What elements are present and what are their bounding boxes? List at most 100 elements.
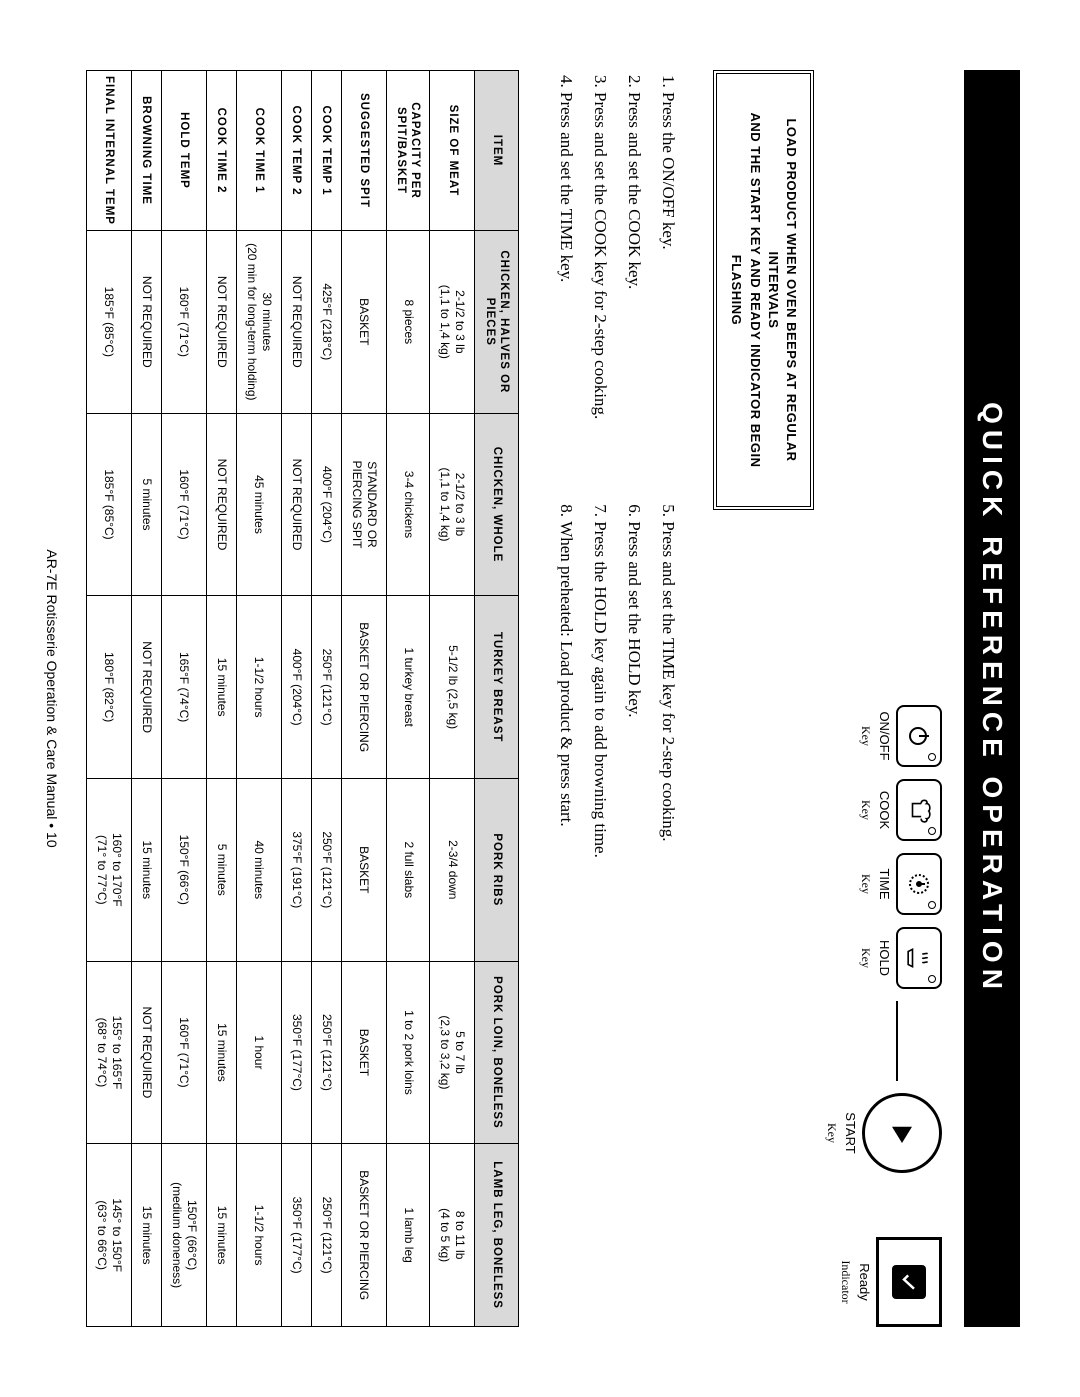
play-icon (887, 1118, 917, 1148)
cell: 1 hour (236, 961, 281, 1144)
cell: 45 minutes (236, 413, 281, 596)
meat-3: PORK RIBS (475, 778, 519, 961)
cell: 15 minutes (206, 961, 236, 1144)
cell: 160°F (71°C) (161, 961, 206, 1144)
rowhead-final: FINAL INTERNAL TEMP (86, 71, 131, 231)
temp2-row: COOK TEMP 2 NOT REQUIREDNOT REQUIRED400°… (281, 71, 311, 1327)
meat-1: CHICKEN, WHOLE (475, 413, 519, 596)
cell: STANDARD ORPIERCING SPIT (341, 413, 386, 596)
time-key: TIME Key (858, 853, 942, 915)
cell: 160° to 170°F(71° to 77°C) (86, 778, 131, 961)
cell: 155° to 165°F(68° to 74°C) (86, 961, 131, 1144)
ready-sub: Indicator (838, 1260, 853, 1303)
ready-label: Ready (857, 1263, 872, 1301)
cell: BASKET OR PIERCING (341, 1144, 386, 1327)
check-icon (899, 1272, 919, 1292)
cell: 2-1/2 to 3 lb(1,1 to 1,4 kg) (430, 231, 475, 414)
cell: 160°F (71°C) (161, 231, 206, 414)
rowhead-hold: HOLD TEMP (161, 71, 206, 231)
cell: BASKET (341, 231, 386, 414)
cell: 250°F (121°C) (311, 596, 341, 779)
steps-right: Press and set the TIME key for 2-step co… (549, 499, 685, 858)
cell: 2 full slabs (386, 778, 430, 961)
cell: 5 to 7 lb(2,3 to 3,2 kg) (430, 961, 475, 1144)
step-6: Press and set the HOLD key. (617, 521, 651, 858)
time1-row: COOK TIME 1 30 minutes(20 min for long-t… (236, 71, 281, 1327)
cell: 425°F (218°C) (311, 231, 341, 414)
cell: 400°F (204°C) (311, 413, 341, 596)
heat-icon (906, 945, 932, 971)
cell: 40 minutes (236, 778, 281, 961)
cell: 5 minutes (206, 778, 236, 961)
title-bar: QUICK REFERENCE OPERATION (964, 70, 1020, 1327)
meat-2: TURKEY BREAST (475, 596, 519, 779)
step-5: Press and set the TIME key for 2-step co… (651, 521, 685, 858)
rowhead-temp1: COOK TEMP 1 (311, 71, 341, 231)
cell: 15 minutes (131, 1144, 161, 1327)
power-icon (907, 724, 931, 748)
ready-indicator: Ready Indicator (838, 1237, 942, 1327)
cell: 1 turkey breast (386, 596, 430, 779)
start-sub: Key (824, 1123, 839, 1143)
cell: 15 minutes (206, 1144, 236, 1327)
cell: 5-1/2 lb (2,5 kg) (430, 596, 475, 779)
rowhead-capacity: CAPACITY PER SPIT/BASKET (386, 71, 430, 231)
cell: 30 minutes(20 min for long-term holding) (236, 231, 281, 414)
cook-label: COOK (877, 791, 892, 829)
rowhead-size: SIZE OF MEAT (430, 71, 475, 231)
rowhead-temp2: COOK TEMP 2 (281, 71, 311, 231)
cell: BASKET OR PIERCING (341, 596, 386, 779)
step-4: Press and set the TIME key. (549, 92, 583, 419)
rowhead-spit: SUGGESTED SPIT (341, 71, 386, 231)
cell: NOT REQUIRED (131, 596, 161, 779)
cell: 375°F (191°C) (281, 778, 311, 961)
cell: NOT REQUIRED (281, 413, 311, 596)
temp1-row: COOK TEMP 1 425°F (218°C)400°F (204°C)25… (311, 71, 341, 1327)
start-label: START (843, 1112, 858, 1153)
steps-left: Press the ON/OFF key. Press and set the … (549, 70, 685, 419)
cell: 5 minutes (131, 413, 161, 596)
cooking-table: ITEM CHICKEN, HALVES OR PIECES CHICKEN, … (86, 70, 520, 1327)
chef-icon (906, 797, 932, 823)
cell: 400°F (204°C) (281, 596, 311, 779)
cell: 250°F (121°C) (311, 1144, 341, 1327)
time-sub: Key (858, 874, 873, 894)
capacity-row: CAPACITY PER SPIT/BASKET 8 pieces3-4 chi… (386, 71, 430, 1327)
step-8: When preheated: Load product & press sta… (549, 521, 583, 858)
onoff-sub: Key (858, 726, 873, 746)
load-line2: AND THE START KEY AND READY INDICATOR BE… (729, 113, 762, 468)
item-row: ITEM CHICKEN, HALVES OR PIECES CHICKEN, … (475, 71, 519, 1327)
onoff-key: ON/OFF Key (858, 705, 942, 767)
cell: NOT REQUIRED (206, 231, 236, 414)
cell: NOT REQUIRED (281, 231, 311, 414)
cell: 180°F (82°C) (86, 596, 131, 779)
cell: 160°F (71°C) (161, 413, 206, 596)
rowhead-time2: COOK TIME 2 (206, 71, 236, 231)
rowhead-brown: BROWNING TIME (131, 71, 161, 231)
cell: NOT REQUIRED (206, 413, 236, 596)
step-7: Press the HOLD key again to add browning… (583, 521, 617, 858)
cell: 150°F (66°C) (161, 778, 206, 961)
spit-row: SUGGESTED SPIT BASKETSTANDARD ORPIERCING… (341, 71, 386, 1327)
step-1: Press the ON/OFF key. (651, 92, 685, 419)
cell: 250°F (121°C) (311, 961, 341, 1144)
start-key: START Key (824, 1093, 942, 1173)
cell: 185°F (85°C) (86, 413, 131, 596)
cook-sub: Key (858, 800, 873, 820)
brown-row: BROWNING TIME NOT REQUIRED5 minutesNOT R… (131, 71, 161, 1327)
cell: NOT REQUIRED (131, 231, 161, 414)
load-line1: LOAD PRODUCT WHEN OVEN BEEPS AT REGULAR … (766, 118, 799, 461)
hold-row: HOLD TEMP 160°F (71°C)160°F (71°C)165°F … (161, 71, 206, 1327)
clock-icon (907, 872, 931, 896)
step-3: Press and set the COOK key for 2-step co… (583, 92, 617, 419)
cell: 2-3/4 down (430, 778, 475, 961)
cell: 185°F (85°C) (86, 231, 131, 414)
cell: 1-1/2 hours (236, 1144, 281, 1327)
hold-key: HOLD Key (858, 927, 942, 989)
hold-sub: Key (858, 948, 873, 968)
meat-4: PORK LOIN, BONELESS (475, 961, 519, 1144)
control-keys-row: ON/OFF Key COOK Key TIME Key HOLD Key (824, 70, 942, 1327)
cell: 150°F (66°C)(medium doneness) (161, 1144, 206, 1327)
cell: 2-1/2 to 3 lb(1,1 to 1,4 kg) (430, 413, 475, 596)
cell: 3-4 chickens (386, 413, 430, 596)
